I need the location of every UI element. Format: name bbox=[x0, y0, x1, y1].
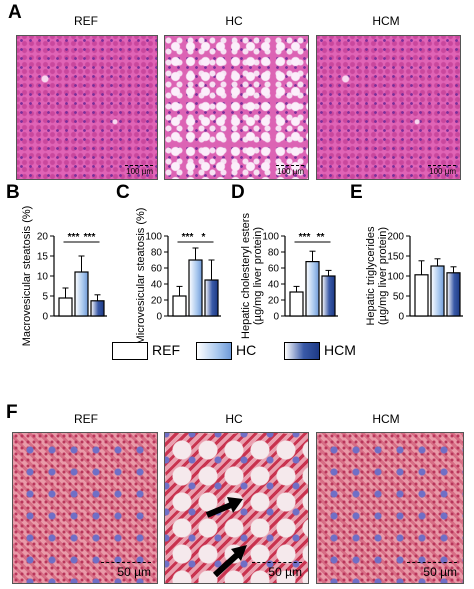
legend-swatch-ref bbox=[112, 342, 148, 360]
y-tick-label: 10 bbox=[37, 272, 49, 283]
scale-bar-label: 100 µm bbox=[126, 167, 153, 176]
panel-label-a: A bbox=[8, 2, 22, 23]
he-stain-image-hc: 100 µm bbox=[164, 35, 309, 180]
panel-label-f: F bbox=[6, 402, 18, 423]
y-tick-label: 5 bbox=[42, 292, 48, 303]
bar-hc bbox=[188, 259, 203, 317]
scale-bar-label: 50 µm bbox=[117, 565, 151, 579]
image-label-hc-f: HC bbox=[225, 412, 243, 426]
scale-bar bbox=[428, 165, 456, 166]
legend-label-hcm: HCM bbox=[324, 342, 356, 358]
legend-swatch-hc bbox=[196, 342, 232, 360]
image-label-ref-f: REF bbox=[74, 412, 98, 426]
y-axis-label: Hepatic triglycerides bbox=[365, 226, 377, 326]
scale-bar bbox=[101, 562, 151, 563]
oil-red-o-image-hcm: 50 µm bbox=[316, 432, 464, 584]
y-tick-label: 0 bbox=[398, 312, 404, 323]
image-label-hc-a: HC bbox=[225, 14, 243, 28]
y-tick-label: 60 bbox=[268, 264, 280, 275]
bar-hcm bbox=[446, 272, 461, 317]
chart-e: 0 50 100 150 200 Hepatic triglycerides (µg/mg … bbox=[365, 226, 463, 326]
y-tick-label: 100 bbox=[262, 232, 279, 243]
panel-label-b: B bbox=[6, 182, 20, 203]
image-label-ref-a: REF bbox=[74, 14, 98, 28]
panel-label-c: C bbox=[116, 182, 130, 203]
bar-hc bbox=[74, 271, 89, 317]
y-tick-label: 200 bbox=[387, 232, 404, 243]
significance-label: ** bbox=[317, 232, 325, 243]
panel-label-d: D bbox=[231, 182, 245, 203]
significance-label: *** bbox=[182, 232, 194, 243]
chart-b: 0 5 10 15 20 *** *** Macrovesicular steatosis (… bbox=[21, 206, 107, 347]
y-tick-label: 150 bbox=[387, 252, 404, 263]
image-label-hcm-f: HCM bbox=[372, 412, 400, 426]
y-tick-label: 20 bbox=[151, 296, 163, 307]
legend-label-ref: REF bbox=[152, 342, 180, 358]
y-tick-label: 40 bbox=[151, 280, 163, 291]
y-tick-label: 0 bbox=[42, 312, 48, 323]
y-tick-label: 20 bbox=[268, 296, 280, 307]
arrow-icon bbox=[205, 497, 243, 518]
y-tick-label: 50 bbox=[393, 292, 405, 303]
bar-ref bbox=[172, 295, 187, 317]
arrow-icon bbox=[212, 545, 247, 578]
he-stain-image-ref: 100 µm bbox=[16, 35, 158, 180]
image-label-hcm-a: HCM bbox=[372, 14, 400, 28]
y-tick-label: 40 bbox=[268, 280, 280, 291]
significance-label: * bbox=[202, 232, 206, 243]
lipid-arrows bbox=[205, 497, 247, 578]
bar-ref bbox=[414, 274, 429, 317]
y-axis-label: (µg/mg liver protein) bbox=[252, 227, 264, 325]
legend-swatch-hcm bbox=[284, 342, 320, 360]
y-tick-label: 80 bbox=[268, 248, 280, 259]
scale-bar bbox=[252, 562, 302, 563]
panel-label-e: E bbox=[350, 182, 363, 203]
scale-bar bbox=[276, 165, 304, 166]
y-tick-label: 80 bbox=[151, 248, 163, 259]
legend-label-hc: HC bbox=[236, 342, 257, 358]
bar-hc bbox=[305, 261, 320, 317]
y-tick-label: 100 bbox=[387, 272, 404, 283]
scale-bar bbox=[125, 165, 153, 166]
y-tick-label: 20 bbox=[37, 232, 49, 243]
significance-label: *** bbox=[299, 232, 311, 243]
bar-ref bbox=[58, 297, 73, 317]
scale-bar-label: 100 µm bbox=[429, 167, 456, 176]
significance-label: *** bbox=[68, 232, 80, 243]
bar-hcm bbox=[204, 279, 219, 317]
he-stain-image-hcm: 100 µm bbox=[316, 35, 461, 180]
bar-ref bbox=[289, 291, 304, 317]
oil-red-o-image-ref: 50 µm bbox=[12, 432, 158, 584]
y-tick-label: 60 bbox=[151, 264, 163, 275]
scale-bar-label: 100 µm bbox=[277, 167, 304, 176]
oil-red-o-image-hc: 50 µm bbox=[164, 432, 309, 584]
bar-hc bbox=[430, 265, 445, 317]
scale-bar-label: 50 µm bbox=[268, 565, 302, 579]
y-tick-label: 15 bbox=[37, 252, 49, 263]
y-tick-label: 100 bbox=[145, 232, 162, 243]
bar-hcm bbox=[90, 300, 105, 317]
y-axis-label: Microvesicular steatosis (%) bbox=[135, 208, 147, 345]
significance-label: *** bbox=[84, 232, 96, 243]
y-axis-label: Macrovesicular steatosis (%) bbox=[21, 206, 33, 347]
y-tick-label: 0 bbox=[273, 312, 279, 323]
y-axis-label: (µg/mg liver protein) bbox=[377, 227, 389, 325]
y-tick-label: 0 bbox=[156, 312, 162, 323]
scale-bar-label: 50 µm bbox=[423, 565, 457, 579]
bar-hcm bbox=[321, 275, 336, 317]
y-axis-label: Hepatic cholesteryl esters bbox=[240, 213, 252, 339]
scale-bar bbox=[407, 562, 457, 563]
